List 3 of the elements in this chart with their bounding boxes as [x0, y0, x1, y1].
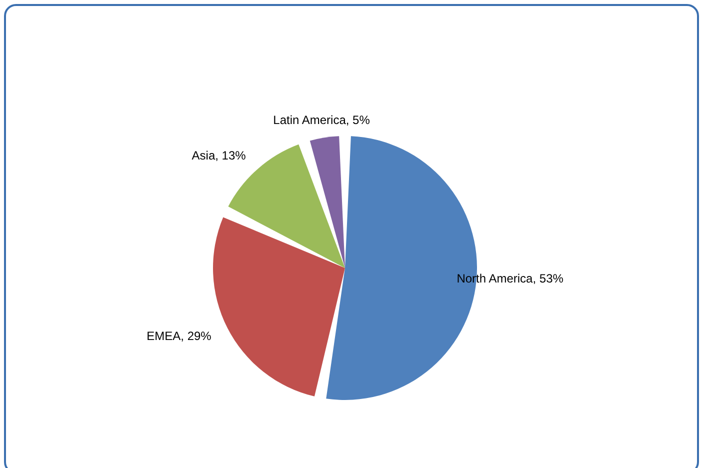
slice-label: EMEA, 29%: [146, 329, 212, 344]
slice-label: Asia, 13%: [192, 148, 246, 162]
slice-label: Latin America, 5%: [273, 112, 370, 127]
